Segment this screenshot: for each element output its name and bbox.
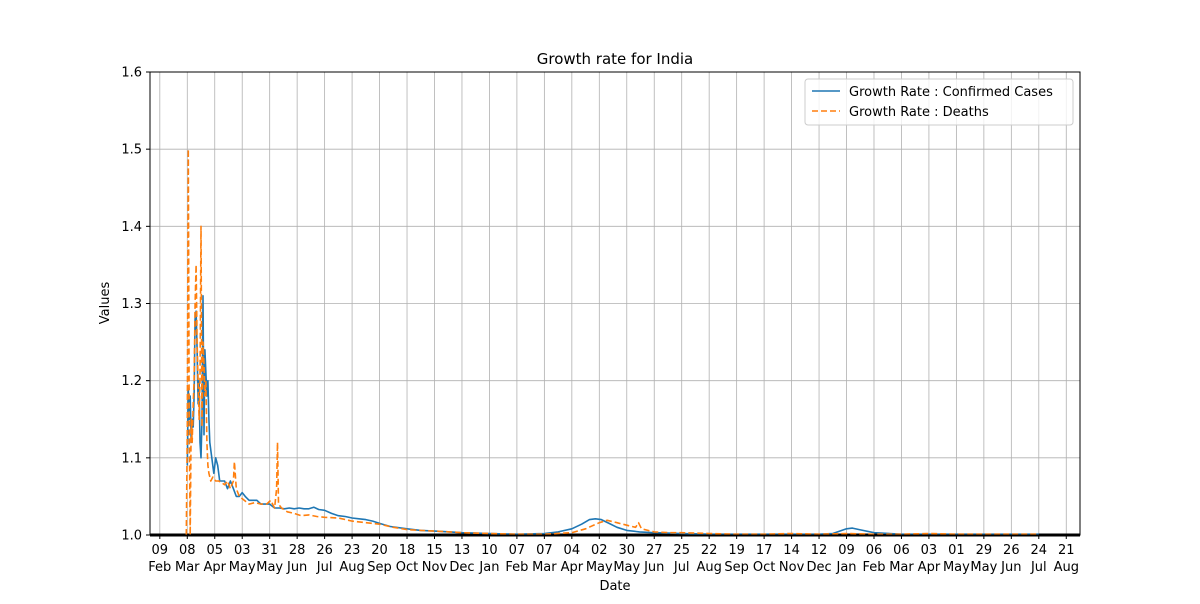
x-tick-month: Apr bbox=[203, 560, 226, 575]
x-tick-day: 30 bbox=[618, 543, 635, 558]
x-tick-month: Dec bbox=[449, 560, 474, 575]
x-tick-month: Mar bbox=[532, 560, 557, 575]
legend-label-confirmed: Growth Rate : Confirmed Cases bbox=[849, 85, 1053, 100]
x-tick-day: 15 bbox=[426, 543, 443, 558]
x-axis-label: Date bbox=[599, 579, 630, 594]
x-tick-month: Jan bbox=[478, 560, 499, 575]
x-tick-month: May bbox=[229, 560, 256, 575]
x-tick-day: 06 bbox=[893, 543, 910, 558]
x-tick-month: Jun bbox=[286, 560, 307, 575]
x-tick-day: 03 bbox=[921, 543, 938, 558]
x-tick-day: 07 bbox=[509, 543, 526, 558]
x-tick-day: 31 bbox=[261, 543, 278, 558]
x-tick-day: 13 bbox=[454, 543, 471, 558]
x-tick-day: 10 bbox=[481, 543, 498, 558]
legend-box bbox=[804, 78, 1074, 126]
y-tick-label: 1.0 bbox=[121, 529, 142, 544]
x-tick-day: 09 bbox=[152, 543, 169, 558]
x-tick-day: 26 bbox=[1003, 543, 1020, 558]
x-tick-month: Dec bbox=[806, 560, 831, 575]
y-tick-label: 1.2 bbox=[121, 374, 142, 389]
x-tick-day: 05 bbox=[206, 543, 223, 558]
x-tick-day: 26 bbox=[316, 543, 333, 558]
x-tick-month: Feb bbox=[148, 560, 171, 575]
y-tick-label: 1.5 bbox=[121, 143, 142, 158]
x-tick-day: 02 bbox=[591, 543, 608, 558]
x-tick-month: Feb bbox=[862, 560, 885, 575]
x-axis-ticks: 09 Feb 08 Mar 05 Apr 03 May 31 May 28 Jun 26 Jul 23 Aug… bbox=[148, 535, 1079, 575]
x-tick-month: Mar bbox=[889, 560, 914, 575]
x-tick-month: May bbox=[586, 560, 613, 575]
legend: Growth Rate : Confirmed Cases Growth Rat… bbox=[804, 78, 1074, 126]
x-tick-month: Oct bbox=[396, 560, 418, 575]
y-axis-label: Values bbox=[98, 282, 113, 325]
x-tick-month: Apr bbox=[918, 560, 941, 575]
series-layer bbox=[185, 148, 1039, 536]
y-tick-label: 1.3 bbox=[121, 297, 142, 312]
x-tick-day: 20 bbox=[371, 543, 388, 558]
x-tick-month: Aug bbox=[696, 560, 721, 575]
x-tick-day: 06 bbox=[866, 543, 883, 558]
x-tick-day: 09 bbox=[838, 543, 855, 558]
x-tick-month: Jun bbox=[643, 560, 664, 575]
x-tick-month: Jun bbox=[1000, 560, 1021, 575]
x-tick-month: Jul bbox=[1030, 560, 1047, 575]
x-tick-month: May bbox=[256, 560, 283, 575]
x-tick-day: 17 bbox=[756, 543, 773, 558]
x-tick-day: 21 bbox=[1058, 543, 1075, 558]
chart-title: Growth rate for India bbox=[537, 50, 694, 68]
x-tick-month: Oct bbox=[753, 560, 775, 575]
x-tick-month: Mar bbox=[175, 560, 200, 575]
x-tick-month: Sep bbox=[724, 560, 749, 575]
x-tick-day: 29 bbox=[976, 543, 993, 558]
x-tick-day: 23 bbox=[344, 543, 361, 558]
y-tick-label: 1.1 bbox=[121, 451, 142, 466]
x-tick-month: Feb bbox=[505, 560, 528, 575]
x-tick-day: 18 bbox=[399, 543, 416, 558]
x-tick-day: 22 bbox=[701, 543, 718, 558]
y-axis-ticks: 1.0 1.1 1.2 1.3 1.4 1.5 1.6 bbox=[121, 66, 150, 544]
x-tick-day: 19 bbox=[728, 543, 745, 558]
x-tick-month: Nov bbox=[779, 560, 805, 575]
y-tick-label: 1.4 bbox=[121, 220, 142, 235]
x-tick-month: Jul bbox=[673, 560, 690, 575]
x-tick-day: 01 bbox=[948, 543, 965, 558]
legend-label-deaths: Growth Rate : Deaths bbox=[849, 105, 989, 120]
x-tick-day: 07 bbox=[536, 543, 553, 558]
x-tick-month: Aug bbox=[1054, 560, 1079, 575]
x-tick-day: 12 bbox=[811, 543, 828, 558]
x-tick-month: May bbox=[970, 560, 997, 575]
x-tick-month: Sep bbox=[367, 560, 392, 575]
x-tick-day: 03 bbox=[234, 543, 251, 558]
x-tick-day: 08 bbox=[179, 543, 196, 558]
x-tick-month: Aug bbox=[339, 560, 364, 575]
x-tick-month: Jul bbox=[316, 560, 333, 575]
x-tick-day: 24 bbox=[1031, 543, 1048, 558]
series-line-deaths bbox=[185, 148, 1039, 536]
x-tick-month: Nov bbox=[422, 560, 448, 575]
x-tick-day: 04 bbox=[564, 543, 581, 558]
x-tick-month: May bbox=[613, 560, 640, 575]
x-tick-day: 25 bbox=[673, 543, 690, 558]
x-tick-month: Jan bbox=[835, 560, 856, 575]
y-tick-label: 1.6 bbox=[121, 66, 142, 81]
x-tick-day: 28 bbox=[289, 543, 306, 558]
x-tick-day: 14 bbox=[783, 543, 800, 558]
x-tick-month: May bbox=[943, 560, 970, 575]
x-tick-month: Apr bbox=[561, 560, 584, 575]
x-tick-day: 27 bbox=[646, 543, 663, 558]
